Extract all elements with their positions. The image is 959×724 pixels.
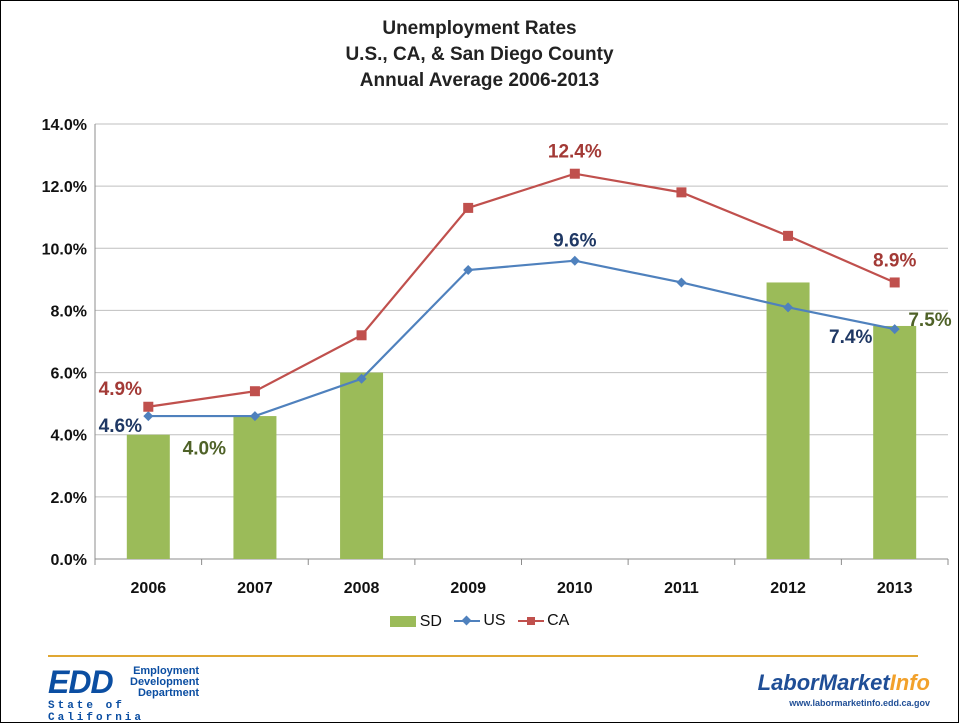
line-ca (148, 172, 896, 408)
bar-sd (766, 282, 810, 559)
lmi-logo-name: LaborMarketInfo (758, 670, 930, 696)
line-us (148, 259, 895, 418)
point-us (676, 277, 687, 288)
y-tick-label: 10.0% (42, 241, 87, 258)
data-label-sd: 7.5% (908, 310, 951, 331)
bar-sd (233, 416, 277, 559)
data-label-us: 9.6% (553, 231, 596, 252)
unemployment-chart: 0.0% 2.0% 4.0% 6.0% 8.0% 10.0% 12.0% 14.0% 2006 2… (42, 117, 952, 597)
edd-logo-mark: EDD (48, 664, 114, 700)
point-us (249, 411, 260, 422)
bar-sd (340, 372, 384, 559)
data-label-sd: 4.0% (183, 439, 226, 460)
legend-label-sd: SD (419, 612, 442, 630)
point-ca (889, 277, 900, 288)
point-us (356, 373, 367, 384)
chart-title-line-2: U.S., CA, & San Diego County (345, 44, 614, 65)
point-ca (463, 202, 474, 213)
chart-title: Unemployment Rates U.S., CA, & San Diego… (0, 16, 959, 94)
chart-legend: SD US CA (0, 612, 959, 632)
point-ca (249, 386, 260, 397)
edd-logo-state: State of California (48, 700, 145, 724)
y-tick-label: 4.0% (51, 428, 87, 445)
point-ca (569, 168, 580, 179)
lmi-logo-url: www.labormarketinfo.edd.ca.gov (789, 698, 930, 708)
edd-logo: EDD Employment Development Department St… (48, 664, 208, 724)
edd-sub-line-3: Department (137, 687, 200, 699)
edd-sub-line-2: Development (130, 676, 200, 688)
lmi-name-accent: Info (889, 670, 930, 695)
point-us (783, 302, 794, 313)
x-tick-label: 2013 (877, 580, 913, 597)
legend-item-sd: SD (389, 612, 442, 631)
x-tick-label: 2006 (131, 580, 167, 597)
footer-divider (48, 655, 918, 657)
point-ca (143, 401, 154, 412)
data-label-ca: 8.9% (873, 250, 916, 271)
bar-sd (873, 325, 917, 559)
point-us (889, 324, 900, 335)
legend-label-ca: CA (547, 612, 570, 629)
x-tick-label: 2011 (664, 580, 699, 597)
legend-swatch-ca (518, 615, 545, 627)
edd-sub-line-1: Employment (133, 665, 200, 677)
legend-swatch-sd (389, 616, 416, 627)
legend-item-ca: CA (518, 612, 569, 630)
data-label-ca: 4.9% (99, 379, 142, 400)
legend-label-us: US (483, 612, 506, 629)
y-tick-label: 6.0% (51, 366, 87, 383)
x-tick-label: 2010 (557, 580, 593, 597)
x-tick-label: 2009 (450, 580, 486, 597)
point-ca (676, 187, 687, 198)
y-tick-label: 14.0% (42, 117, 87, 134)
data-label-us: 7.4% (829, 327, 872, 348)
y-tick-label: 0.0% (51, 552, 87, 569)
x-tick-label: 2007 (237, 580, 273, 597)
chart-title-line-1: Unemployment Rates (382, 18, 577, 39)
x-tick-label: 2008 (344, 580, 380, 597)
y-tick-label: 12.0% (42, 179, 87, 196)
y-tick-label: 8.0% (51, 303, 87, 320)
edd-logo-subtitle: Employment Development Department (130, 666, 199, 699)
y-tick-label: 2.0% (51, 490, 87, 507)
legend-swatch-us (454, 615, 481, 627)
lmi-name-main: LaborMarket (757, 670, 890, 695)
point-ca (783, 230, 794, 241)
point-ca (356, 330, 367, 341)
chart-title-line-3: Annual Average 2006-2013 (359, 70, 600, 91)
point-us (463, 265, 474, 276)
data-label-ca: 12.4% (548, 142, 602, 163)
x-tick-label: 2012 (770, 580, 806, 597)
point-us (569, 255, 580, 266)
labormarketinfo-logo: LaborMarketInfo www.labormarketinfo.edd.… (740, 670, 930, 714)
data-label-us: 4.6% (99, 416, 142, 437)
bar-sd (126, 434, 170, 559)
legend-item-us: US (454, 612, 506, 630)
point-us (143, 411, 154, 422)
